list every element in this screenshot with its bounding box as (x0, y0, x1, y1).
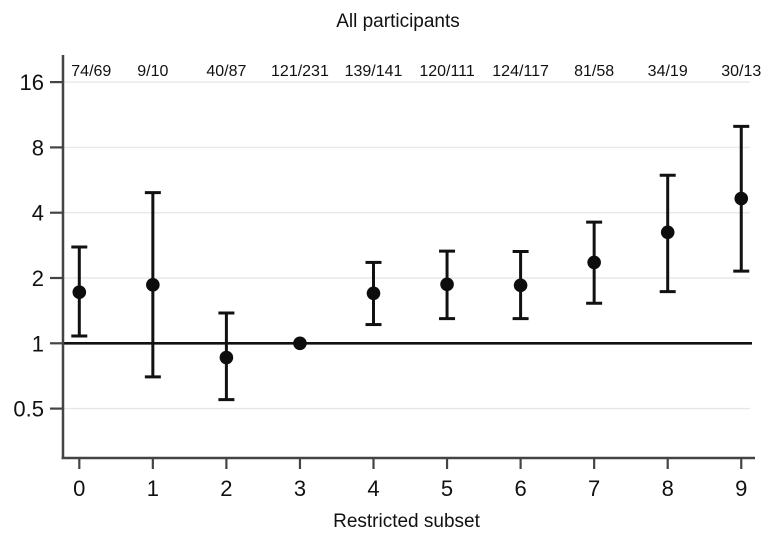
y-tick-label: 2 (32, 266, 44, 291)
top-count-label: 121/231 (271, 63, 329, 80)
data-point-marker (219, 350, 234, 365)
y-tick-label: 16 (20, 70, 44, 95)
data-point-marker (146, 278, 160, 292)
chart-title: All participants (336, 11, 460, 32)
y-tick-label: 0.5 (13, 397, 44, 422)
top-count-label: 74/69 (71, 63, 111, 80)
data-point-marker (440, 277, 454, 292)
x-tick-label: 2 (220, 476, 232, 501)
x-tick-label: 4 (367, 476, 379, 501)
data-point-marker (366, 286, 381, 301)
top-count-label: 139/141 (345, 63, 403, 80)
top-count-label: 34/19 (648, 63, 688, 80)
top-count-label: 120/111 (419, 63, 475, 80)
data-point-marker (293, 336, 307, 351)
x-axis-title: Restricted subset (333, 511, 481, 532)
y-tick-label: 1 (32, 331, 44, 356)
top-count-label: 40/87 (206, 63, 246, 80)
x-tick-label: 7 (588, 476, 600, 501)
top-count-label: 9/10 (137, 63, 168, 80)
top-count-label: 81/58 (574, 63, 614, 80)
x-tick-label: 9 (735, 476, 747, 501)
x-tick-label: 0 (73, 476, 85, 501)
x-tick-label: 1 (147, 476, 159, 501)
x-tick-label: 5 (441, 476, 453, 501)
x-tick-label: 3 (294, 476, 306, 501)
top-count-label: 30/13 (721, 63, 761, 80)
data-point-marker (660, 225, 675, 240)
y-tick-label: 8 (32, 135, 44, 160)
data-point-marker (72, 285, 87, 300)
y-tick-label: 4 (32, 201, 44, 226)
x-tick-label: 8 (662, 476, 674, 501)
data-point-marker (587, 255, 601, 270)
data-point-marker (734, 191, 749, 206)
top-count-label: 124/117 (492, 63, 549, 80)
data-point-marker (513, 278, 528, 293)
x-tick-label: 6 (514, 476, 526, 501)
